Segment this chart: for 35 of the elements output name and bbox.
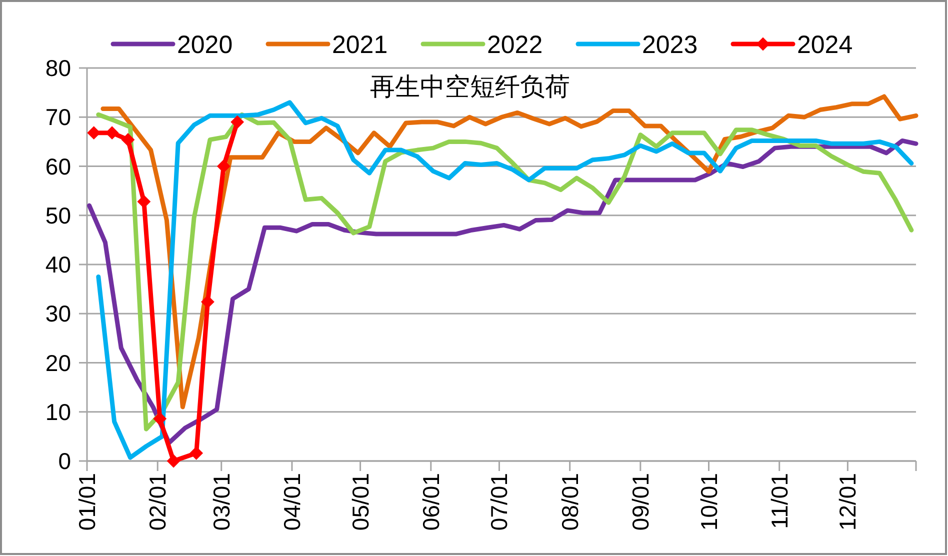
x-tick-label: 07/01 bbox=[486, 473, 512, 531]
y-tick-label: 80 bbox=[45, 55, 71, 81]
y-tick-label: 30 bbox=[45, 300, 71, 327]
x-tick-label: 12/01 bbox=[834, 473, 861, 531]
x-tick-label: 09/01 bbox=[627, 473, 654, 531]
point bbox=[190, 446, 203, 460]
point bbox=[167, 454, 180, 468]
x-tick-label: 08/01 bbox=[556, 473, 583, 531]
y-tick-label: 40 bbox=[45, 252, 71, 278]
x-tick-label: 06/01 bbox=[418, 473, 444, 531]
point bbox=[87, 126, 100, 140]
legend-label: 2024 bbox=[797, 31, 853, 59]
x-tick-label: 05/01 bbox=[347, 473, 374, 531]
chart-title: 再生中空短纤负荷 bbox=[370, 73, 570, 101]
legend-label: 2020 bbox=[177, 31, 233, 59]
point bbox=[121, 133, 134, 146]
x-tick-label: 10/01 bbox=[696, 473, 722, 531]
legend-label: 2023 bbox=[642, 31, 698, 59]
x-tick-label: 11/01 bbox=[766, 473, 792, 529]
point bbox=[201, 295, 214, 308]
y-tick-label: 70 bbox=[45, 104, 71, 130]
x-tick-label: 02/01 bbox=[144, 473, 171, 531]
y-tick-label: 60 bbox=[45, 153, 71, 180]
y-tick-label: 10 bbox=[45, 398, 71, 425]
legend-label: 2021 bbox=[332, 31, 388, 59]
x-tick-label: 04/01 bbox=[278, 473, 305, 531]
y-tick-label: 50 bbox=[45, 202, 71, 228]
point bbox=[106, 126, 119, 140]
x-tick-label: 03/01 bbox=[208, 473, 234, 531]
y-tick-label: 20 bbox=[45, 350, 71, 376]
legend-label: 2022 bbox=[487, 31, 543, 59]
y-tick-label: 0 bbox=[58, 448, 71, 474]
point bbox=[137, 195, 150, 208]
point bbox=[153, 412, 166, 426]
x-tick-label: 01/01 bbox=[74, 473, 100, 531]
